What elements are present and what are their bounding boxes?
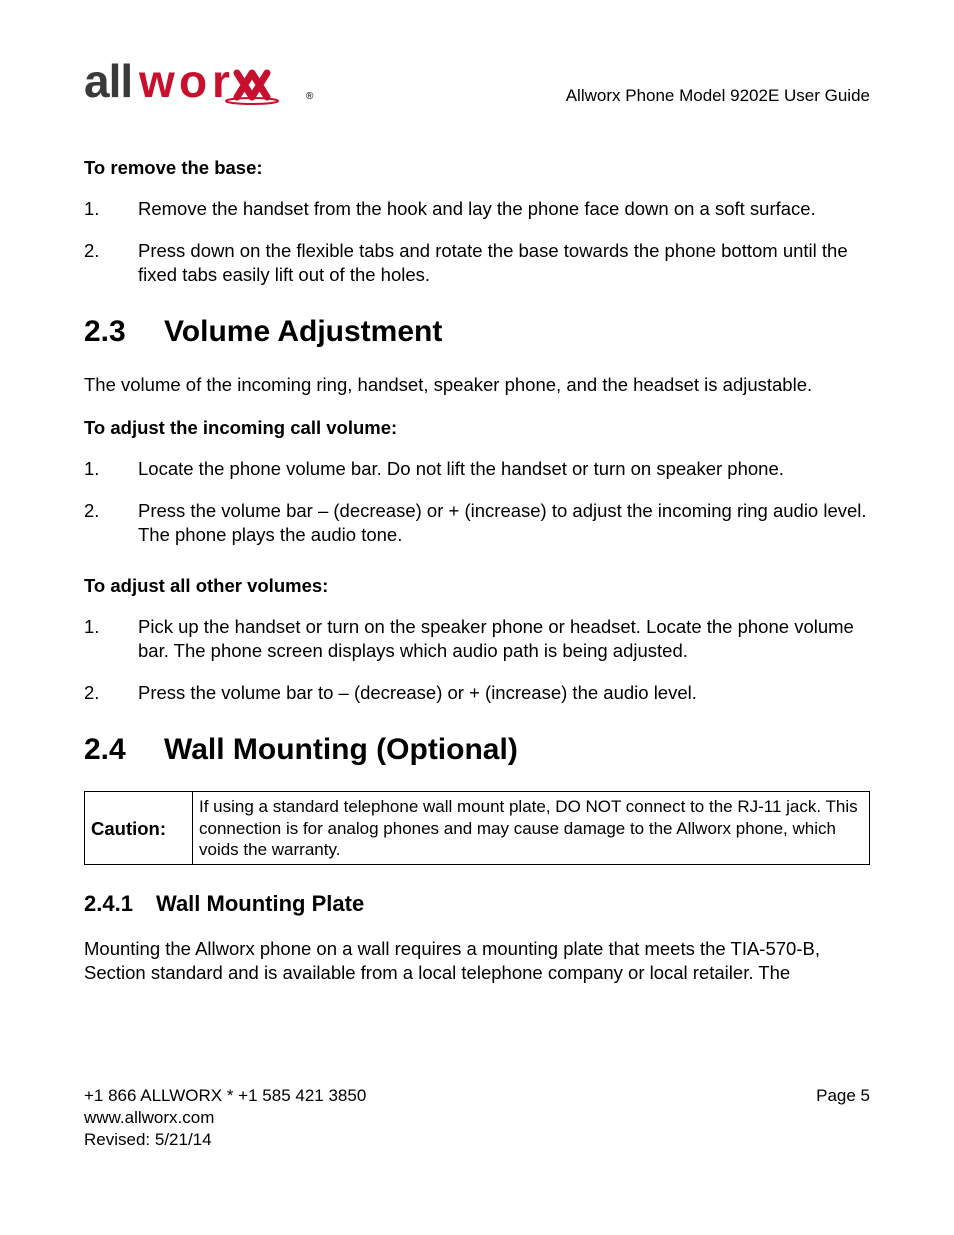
adjust-incoming-list: 1. Locate the phone volume bar. Do not l…: [84, 457, 870, 547]
svg-text:o: o: [179, 55, 206, 107]
section-heading-2-4-1: 2.4.1 Wall Mounting Plate: [84, 891, 870, 917]
footer-page-number: Page 5: [816, 1085, 870, 1107]
list-item: 2. Press the volume bar to – (decrease) …: [84, 681, 870, 705]
section-para: Mounting the Allworx phone on a wall req…: [84, 937, 870, 985]
item-text: Press down on the flexible tabs and rota…: [138, 239, 870, 287]
item-number: 2.: [84, 499, 138, 547]
remove-base-list: 1. Remove the handset from the hook and …: [84, 197, 870, 287]
section-heading-2-4: 2.4 Wall Mounting (Optional): [84, 733, 870, 767]
section-heading-2-3: 2.3 Volume Adjustment: [84, 315, 870, 349]
allworx-logo: all w o r ®: [84, 55, 319, 109]
remove-base-heading: To remove the base:: [84, 157, 870, 179]
section-number: 2.4: [84, 733, 164, 767]
footer-revised: Revised: 5/21/14: [84, 1129, 870, 1151]
footer-url: www.allworx.com: [84, 1107, 870, 1129]
list-item: 1. Locate the phone volume bar. Do not l…: [84, 457, 870, 481]
item-text: Remove the handset from the hook and lay…: [138, 197, 870, 221]
item-number: 1.: [84, 457, 138, 481]
item-number: 2.: [84, 681, 138, 705]
item-number: 1.: [84, 615, 138, 663]
document-title: Allworx Phone Model 9202E User Guide: [566, 86, 870, 106]
section-number: 2.4.1: [84, 891, 156, 917]
item-text: Locate the phone volume bar. Do not lift…: [138, 457, 870, 481]
item-text: Press the volume bar to – (decrease) or …: [138, 681, 870, 705]
svg-text:all: all: [84, 55, 132, 107]
caution-label: Caution:: [85, 792, 193, 865]
document-header: all w o r ® Allworx Phone Model 9202E Us…: [84, 55, 870, 109]
page-footer: +1 866 ALLWORX * +1 585 421 3850 Page 5 …: [84, 1085, 870, 1151]
caution-text: If using a standard telephone wall mount…: [193, 792, 870, 865]
section-number: 2.3: [84, 315, 164, 349]
svg-text:w: w: [138, 55, 175, 107]
item-number: 2.: [84, 239, 138, 287]
svg-text:®: ®: [306, 91, 314, 102]
section-title: Volume Adjustment: [164, 315, 442, 349]
caution-box: Caution: If using a standard telephone w…: [84, 791, 870, 865]
list-item: 2. Press down on the flexible tabs and r…: [84, 239, 870, 287]
footer-phone: +1 866 ALLWORX * +1 585 421 3850: [84, 1085, 366, 1107]
adjust-other-heading: To adjust all other volumes:: [84, 575, 870, 597]
list-item: 1. Remove the handset from the hook and …: [84, 197, 870, 221]
list-item: 2. Press the volume bar – (decrease) or …: [84, 499, 870, 547]
section-intro: The volume of the incoming ring, handset…: [84, 373, 870, 397]
section-title: Wall Mounting (Optional): [164, 733, 518, 767]
item-number: 1.: [84, 197, 138, 221]
adjust-incoming-heading: To adjust the incoming call volume:: [84, 417, 870, 439]
adjust-other-list: 1. Pick up the handset or turn on the sp…: [84, 615, 870, 705]
section-title: Wall Mounting Plate: [156, 891, 364, 917]
item-text: Pick up the handset or turn on the speak…: [138, 615, 870, 663]
list-item: 1. Pick up the handset or turn on the sp…: [84, 615, 870, 663]
item-text: Press the volume bar – (decrease) or + (…: [138, 499, 870, 547]
